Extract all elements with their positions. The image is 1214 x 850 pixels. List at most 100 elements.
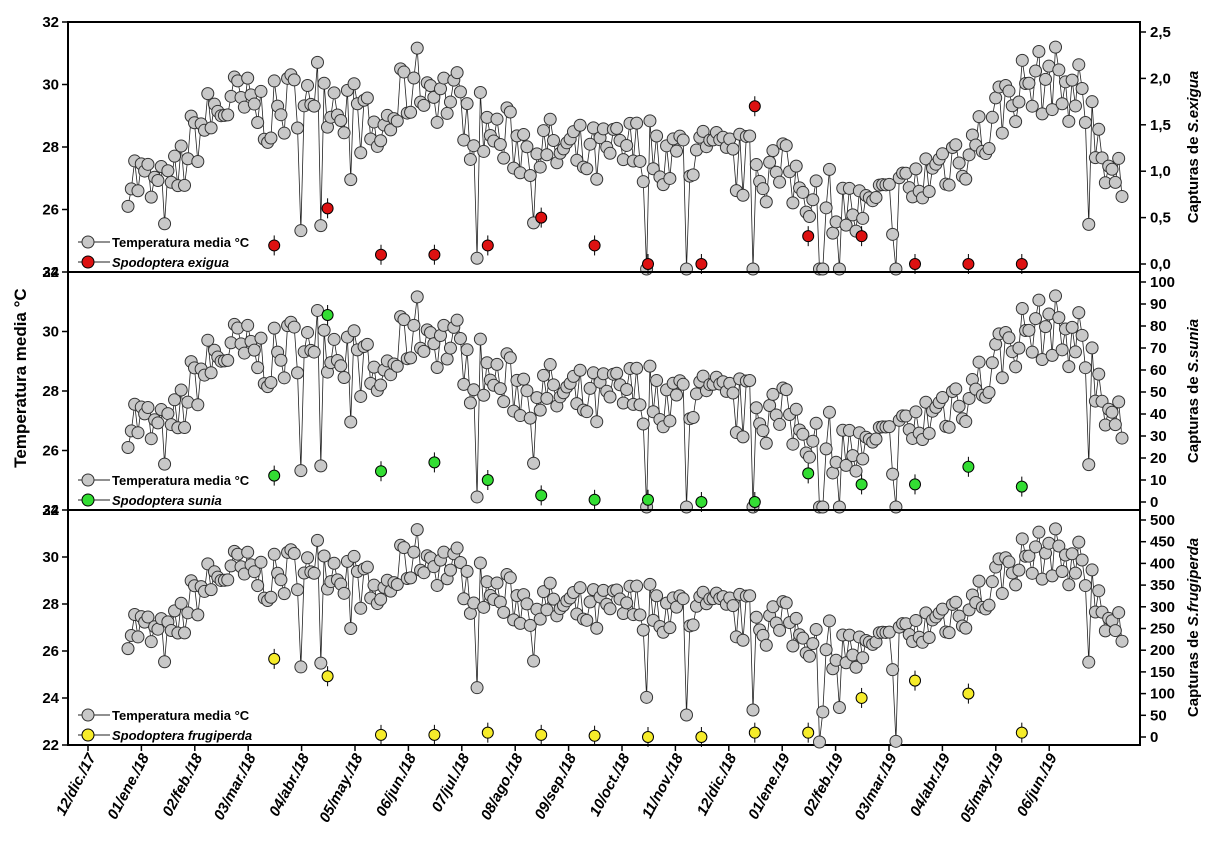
- temperature-point: [942, 420, 956, 434]
- temperature-point: [477, 600, 491, 614]
- temperature-point: [178, 421, 192, 435]
- temperature-point: [686, 168, 700, 182]
- legend-species-label: Spodoptera exigua: [112, 255, 229, 270]
- capture-point: [428, 456, 441, 469]
- temperature-point: [151, 174, 165, 188]
- temperature-point: [347, 324, 361, 338]
- temperature-point: [201, 87, 215, 101]
- temperature-point: [949, 382, 963, 396]
- temperature-point: [1012, 341, 1026, 355]
- temperature-point: [822, 614, 836, 628]
- right-tick-label: 0: [1150, 494, 1158, 511]
- temperature-point: [453, 85, 467, 99]
- temperature-point: [856, 651, 870, 665]
- temperature-point: [274, 573, 288, 587]
- temperature-point: [779, 383, 793, 397]
- temperature-point: [327, 86, 341, 100]
- temperature-point: [547, 378, 561, 392]
- temperature-point: [726, 386, 740, 400]
- capture-point: [695, 496, 708, 508]
- temperature-point: [410, 290, 424, 304]
- temperature-point: [490, 357, 504, 371]
- right-tick-label: 150: [1150, 664, 1175, 681]
- right-tick-label: 1,0: [1150, 163, 1171, 180]
- capture-point: [481, 239, 494, 252]
- temperature-point: [417, 566, 431, 580]
- temperature-point: [1045, 348, 1059, 362]
- temperature-point: [397, 313, 411, 327]
- capture-point: [855, 478, 868, 491]
- temperature-point: [178, 626, 192, 640]
- temperature-point: [450, 313, 464, 327]
- temperature-point: [141, 401, 155, 415]
- temperature-point: [636, 175, 650, 189]
- right-tick-label: 1,5: [1150, 117, 1171, 134]
- capture-point: [962, 258, 975, 270]
- x-tick-label: 01/ene./18: [104, 750, 153, 822]
- capture-point: [642, 731, 654, 743]
- left-tick-label: 26: [42, 643, 59, 660]
- temperature-point: [141, 610, 155, 624]
- x-tick-label: 03/mar./18: [211, 750, 260, 823]
- temperature-point: [806, 637, 820, 651]
- legend-species-marker: [81, 255, 95, 269]
- temperature-point: [1009, 578, 1023, 592]
- temperature-point: [1015, 301, 1029, 315]
- x-tick-label: 05/may./18: [316, 750, 367, 825]
- temperature-point: [779, 596, 793, 610]
- temperature-point: [453, 332, 467, 346]
- temperature-point: [759, 195, 773, 209]
- temperature-point: [473, 85, 487, 99]
- temperature-point: [1062, 578, 1076, 592]
- temperature-point: [523, 411, 537, 425]
- temperature-point: [949, 595, 963, 609]
- capture-point: [642, 493, 654, 506]
- temperature-point: [773, 417, 787, 431]
- capture-point: [802, 230, 815, 243]
- temperature-point: [856, 211, 870, 225]
- temperature-point: [317, 76, 331, 90]
- temperature-point: [696, 124, 710, 138]
- temperature-point: [443, 341, 457, 355]
- temperature-point: [620, 138, 634, 152]
- capture-point: [268, 469, 281, 482]
- right-axis-title: Capturas de S.sunia: [1185, 319, 1202, 463]
- capture-point: [535, 489, 548, 502]
- temperature-point: [354, 146, 368, 160]
- x-tick-label: 02/feb./19: [800, 750, 847, 819]
- right-axis-title: Capturas de S.exigua: [1185, 71, 1202, 224]
- temperature-point: [590, 621, 604, 635]
- temperature-point: [849, 660, 863, 674]
- temperature-point: [962, 391, 976, 405]
- temperature-point: [809, 622, 823, 636]
- temperature-point: [540, 603, 554, 617]
- temperature-point: [952, 399, 966, 413]
- temperature-point: [583, 137, 597, 151]
- temperature-point: [430, 361, 444, 375]
- temperature-point: [696, 369, 710, 383]
- temperature-point: [1105, 162, 1119, 176]
- capture-point: [535, 211, 548, 224]
- temperature-point: [1012, 563, 1026, 577]
- temperature-point: [603, 390, 617, 404]
- left-tick-label: 32: [42, 14, 59, 31]
- temperature-point: [982, 598, 996, 612]
- temperature-point: [882, 177, 896, 191]
- temperature-point: [773, 623, 787, 637]
- temperature-point: [1085, 563, 1099, 577]
- capture-point: [695, 258, 708, 270]
- legend-temp-marker: [81, 473, 95, 487]
- temperature-point: [390, 114, 404, 128]
- temperature-point: [982, 385, 996, 399]
- temperature-point: [327, 556, 341, 570]
- temperature-point: [174, 383, 188, 397]
- temperature-point: [972, 110, 986, 124]
- temperature-point: [347, 77, 361, 91]
- capture-point: [535, 728, 548, 741]
- temperature-point: [726, 599, 740, 613]
- temperature-point: [1032, 293, 1046, 307]
- temperature-point: [540, 391, 554, 405]
- temperature-point: [490, 576, 504, 590]
- temperature-point: [537, 585, 551, 599]
